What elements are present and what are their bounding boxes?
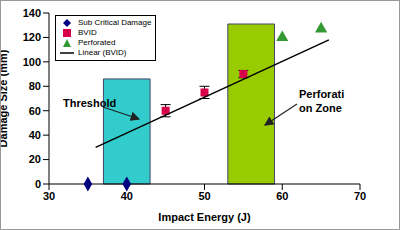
svg-text:0: 0 (35, 178, 41, 190)
svg-text:20: 20 (29, 153, 41, 165)
svg-text:Damage Size (mm): Damage Size (mm) (8, 49, 9, 147)
svg-text:60: 60 (276, 190, 288, 202)
svg-text:30: 30 (43, 190, 55, 202)
svg-text:on Zone: on Zone (299, 102, 342, 114)
svg-text:100: 100 (23, 56, 41, 68)
svg-text:Impact Energy (J): Impact Energy (J) (158, 211, 251, 223)
svg-text:60: 60 (29, 105, 41, 117)
svg-text:70: 70 (354, 190, 366, 202)
svg-text:40: 40 (29, 129, 41, 141)
html-text:Perforated: Perforated (78, 38, 116, 47)
svg-text:140: 140 (23, 7, 41, 19)
html-text:Linear (BVID): Linear (BVID) (78, 48, 127, 57)
svg-text:40: 40 (121, 190, 133, 202)
svg-text:80: 80 (29, 80, 41, 92)
svg-text:120: 120 (23, 31, 41, 43)
html-text:BVID: BVID (78, 28, 97, 37)
svg-text:Perforati: Perforati (299, 88, 344, 100)
svg-text:50: 50 (198, 190, 210, 202)
svg-text:Threshold: Threshold (63, 97, 116, 109)
html-text:Sub Critical Damage: Sub Critical Damage (78, 18, 152, 27)
